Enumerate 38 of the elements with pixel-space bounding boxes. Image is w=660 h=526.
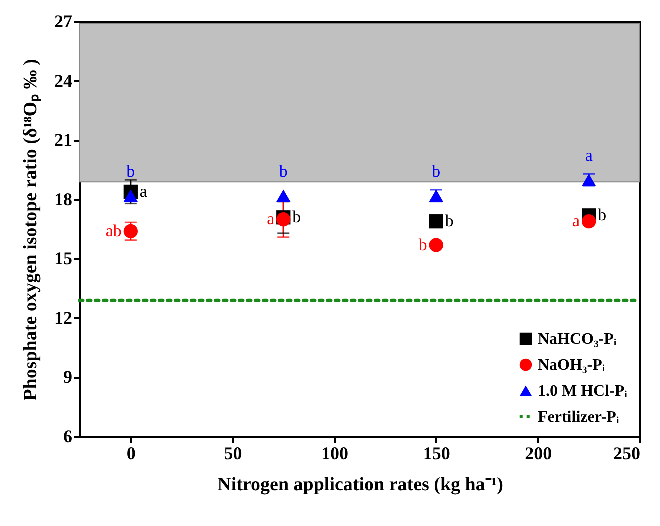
y-tick-label: 18: [54, 189, 72, 210]
y-tick-label: 27: [54, 12, 72, 32]
data-label: b: [445, 212, 454, 231]
x-tick-label: 100: [322, 444, 349, 464]
data-label: b: [418, 235, 428, 254]
legend-label: Fertilizer-Pᵢ: [538, 409, 620, 426]
legend-label: 1.0 M HCl-Pᵢ: [538, 383, 628, 400]
point: [429, 238, 444, 252]
x-tick-label: 200: [525, 444, 552, 464]
data-label: ab: [106, 221, 122, 240]
x-tick-label: 50: [224, 444, 242, 464]
x-tick-label: 150: [423, 444, 450, 464]
y-axis-title: Phosphate oxygen isotope ratio (δ¹⁸Oₚ ‰ ): [20, 59, 42, 401]
data-label: a: [140, 182, 148, 201]
point: [276, 190, 291, 202]
data-label: a: [585, 146, 594, 166]
point: [582, 214, 596, 229]
y-tick-label: 9: [64, 367, 72, 388]
x-tick-label: 0: [126, 444, 136, 464]
data-label: b: [126, 162, 136, 181]
data-label: a: [267, 210, 276, 229]
y-tick-label: 24: [54, 70, 72, 91]
point: [429, 214, 444, 229]
y-tick-label: 15: [54, 248, 72, 269]
y-tick-label: 21: [54, 130, 72, 150]
data-label: b: [292, 208, 302, 227]
y-tick-label: 12: [54, 308, 72, 328]
legend-label: NaOH₃-Pᵢ: [538, 357, 606, 374]
legend-label: NaHCO₃-Pᵢ: [538, 331, 617, 348]
x-tick-label: 250: [614, 444, 640, 464]
x-axis-title: Nitrogen application rates (kg ha⁻¹): [218, 474, 504, 496]
y-tick-label: 6: [64, 426, 72, 446]
point: [124, 190, 138, 202]
data-label: b: [279, 162, 288, 181]
point: [124, 224, 138, 239]
data-label: b: [598, 206, 607, 225]
data-label: b: [432, 162, 441, 181]
data-label: a: [572, 212, 581, 231]
